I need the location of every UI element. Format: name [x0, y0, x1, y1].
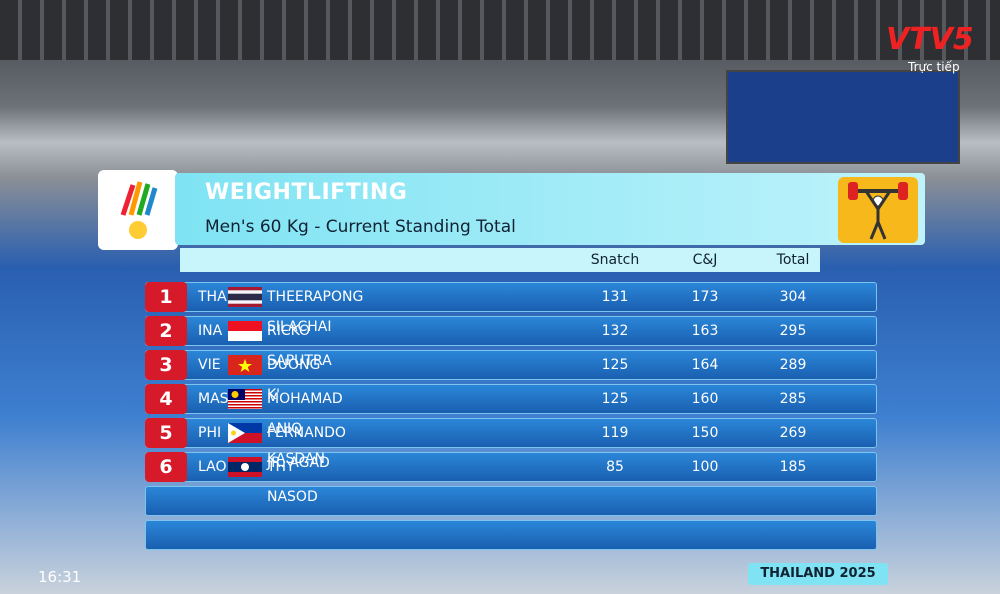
snatch-score: 119 [601, 425, 629, 441]
column-header-bar [180, 248, 820, 272]
clock: 16:31 [38, 568, 82, 586]
sport-title: WEIGHTLIFTING [205, 180, 408, 205]
rank: 4 [145, 384, 187, 414]
header-bar [175, 173, 925, 245]
footer-badge: THAILAND 2025 [748, 563, 888, 585]
total-score: 269 [779, 425, 807, 441]
live-label: Trực tiếp [908, 60, 960, 74]
total-score: 285 [779, 391, 807, 407]
column-header: Total [776, 252, 810, 268]
cj-score: 164 [691, 357, 719, 373]
flag-art [228, 457, 262, 477]
flag [228, 423, 262, 447]
empty-row [145, 384, 877, 414]
athlete-name: FERNANDO JR. AGAD [267, 425, 346, 471]
flag-art [228, 287, 262, 307]
flag [228, 355, 262, 379]
empty-row [145, 452, 877, 482]
rank: 5 [145, 418, 187, 448]
country-code: VIE [198, 357, 221, 373]
total-score: 185 [779, 459, 807, 475]
logo-art [120, 181, 158, 239]
snatch-score: 85 [606, 459, 624, 475]
empty-row [145, 282, 877, 312]
roof [0, 0, 1000, 60]
icon-art [848, 182, 908, 240]
cj-score: 160 [691, 391, 719, 407]
sport-icon [838, 177, 918, 243]
cj-score: 173 [691, 289, 719, 305]
snatch-score: 125 [601, 391, 629, 407]
flag [228, 321, 262, 345]
empty-row [145, 486, 877, 516]
snatch-score: 125 [601, 357, 629, 373]
rank: 2 [145, 316, 187, 346]
arena-screen [726, 70, 960, 164]
flag-art [228, 355, 262, 375]
empty-row [145, 316, 877, 346]
channel-logo: VTV5 [886, 22, 974, 57]
rank: 6 [145, 452, 187, 482]
athlete-name: MOHAMAD ANIQ KASDAN [267, 391, 343, 467]
total-score: 304 [779, 289, 807, 305]
rank: 1 [145, 282, 187, 312]
cj-score: 150 [691, 425, 719, 441]
rank: 3 [145, 350, 187, 380]
empty-row [145, 520, 877, 550]
empty-row [145, 418, 877, 448]
total-score: 289 [779, 357, 807, 373]
snatch-score: 131 [601, 289, 629, 305]
column-header: C&J [692, 252, 718, 268]
country-code: THA [198, 289, 227, 305]
event-subtitle: Men's 60 Kg - Current Standing Total [205, 217, 516, 237]
athlete-name: RICKO SAPUTRA [267, 323, 332, 369]
cj-score: 163 [691, 323, 719, 339]
country-code: LAO [198, 459, 227, 475]
column-header: Snatch [590, 252, 640, 268]
cj-score: 100 [691, 459, 719, 475]
athlete-name: THY NASOD [267, 459, 318, 505]
country-code: INA [198, 323, 223, 339]
flag-art [228, 389, 262, 409]
athlete-name: DUONG K' [267, 357, 321, 403]
snatch-score: 132 [601, 323, 629, 339]
flag [228, 457, 262, 481]
flag [228, 389, 262, 413]
empty-row [145, 350, 877, 380]
total-score: 295 [779, 323, 807, 339]
athlete-name: THEERAPONG SILACHAI [267, 289, 364, 335]
country-code: PHI [198, 425, 222, 441]
flag [228, 287, 262, 311]
country-code: MAS [198, 391, 229, 407]
flag-art [228, 423, 262, 443]
flag-art [228, 321, 262, 341]
games-logo [98, 170, 178, 250]
